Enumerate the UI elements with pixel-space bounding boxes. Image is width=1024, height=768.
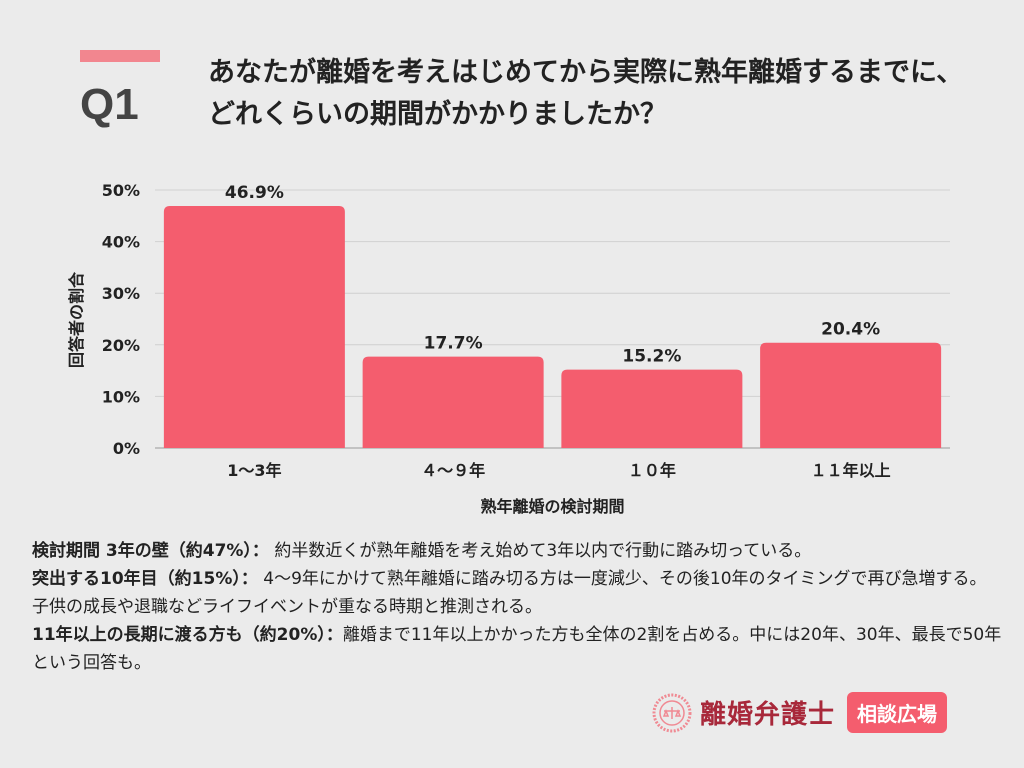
bar xyxy=(760,342,942,448)
scales-emblem-icon xyxy=(652,693,692,732)
note-body: 約半数近くが熟年離婚を考え始めて3年以内で行動に踏み切っている。 xyxy=(268,541,812,561)
note-heading: 突出する10年目（約15%）： xyxy=(32,569,258,589)
y-tick-label: 10% xyxy=(102,387,140,406)
question-number: Q1 xyxy=(80,80,139,129)
data-label: 46.9% xyxy=(225,183,284,203)
y-tick-label: 40% xyxy=(102,233,140,252)
note-heading: 11年以上の長期に渡る方も（約20%）： xyxy=(32,625,343,645)
logo: 離婚弁護士 相談広場 xyxy=(652,692,948,733)
brand-name: 離婚弁護士 xyxy=(700,700,836,730)
y-tick-label: 0% xyxy=(113,439,140,458)
bar-chart: 0% 10% 20% 30% 40% 50% 46.9% 1〜3年 17.7% ４〜９年 15.2%… xyxy=(67,181,950,516)
bar xyxy=(561,369,743,448)
y-tick-label: 50% xyxy=(102,181,140,200)
data-label: 20.4% xyxy=(821,320,880,340)
notes: 検討期間 3年の壁（約47%）： 約半数近くが熟年離婚を考え始めて3年以内で行動… xyxy=(32,537,1002,677)
note-item: 検討期間 3年の壁（約47%）： 約半数近くが熟年離婚を考え始めて3年以内で行動… xyxy=(32,537,1002,565)
x-tick-label: 1〜3年 xyxy=(227,461,281,480)
data-label: 15.2% xyxy=(622,347,681,367)
brand-badge: 相談広場 xyxy=(847,692,948,733)
x-tick-label: １０年 xyxy=(628,461,676,480)
bar xyxy=(362,356,544,448)
x-axis-label: 熟年離婚の検討期間 xyxy=(480,497,624,516)
x-tick-label: １１年以上 xyxy=(811,461,891,480)
y-axis-label: 回答者の割合 xyxy=(67,271,86,368)
data-label: 17.7% xyxy=(424,334,483,354)
bar xyxy=(163,205,345,448)
note-body: 4〜9年にかけて熟年離婚に踏み切る方は一度減少、その後10年のタイミングで再び急… xyxy=(32,569,987,617)
title-accent-bar xyxy=(80,50,160,62)
page-title: あなたが離婚を考えはじめてから実際に熟年離婚するまでに、どれくらいの期間がかかり… xyxy=(208,57,964,130)
y-tick-label: 20% xyxy=(102,336,140,355)
y-tick-label: 30% xyxy=(102,284,140,303)
note-body: 離婚まで11年以上かかった方も全体の2割を占める。中には20年、30年、最長で5… xyxy=(32,625,1002,673)
note-heading: 検討期間 3年の壁（約47%）： xyxy=(32,541,269,561)
note-item: 突出する10年目（約15%）： 4〜9年にかけて熟年離婚に踏み切る方は一度減少、… xyxy=(32,565,1002,621)
x-tick-label: ４〜９年 xyxy=(421,461,485,480)
note-item: 11年以上の長期に渡る方も（約20%）：離婚まで11年以上かかった方も全体の2割… xyxy=(32,621,1002,677)
